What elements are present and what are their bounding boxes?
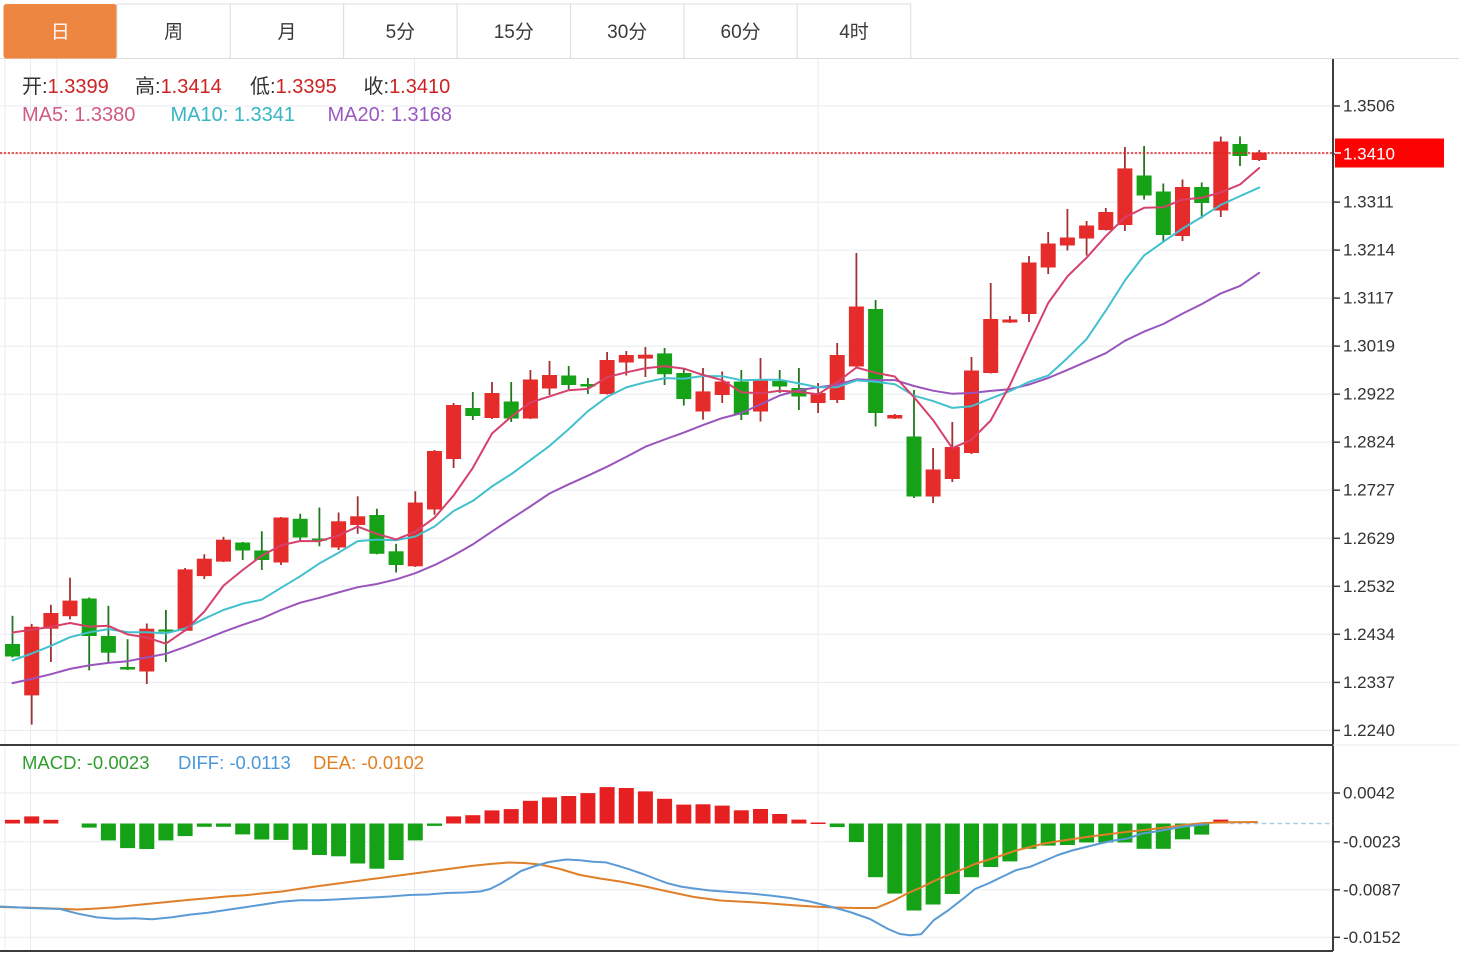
svg-text:DEA: -0.0102: DEA: -0.0102: [313, 752, 424, 773]
svg-text:1.3019: 1.3019: [1343, 337, 1395, 356]
svg-text:30分: 30分: [607, 21, 647, 43]
svg-text:收:1.3410: 收:1.3410: [364, 75, 451, 98]
svg-text:高:1.3414: 高:1.3414: [135, 75, 222, 98]
svg-text:1.3117: 1.3117: [1343, 289, 1394, 308]
svg-text:1.2922: 1.2922: [1343, 385, 1395, 404]
svg-text:1.2434: 1.2434: [1343, 625, 1395, 644]
svg-text:日: 日: [51, 22, 70, 43]
svg-text:1.2727: 1.2727: [1343, 481, 1395, 500]
svg-text:月: 月: [277, 22, 296, 43]
svg-text:周: 周: [164, 22, 183, 43]
svg-text:-0.0152: -0.0152: [1343, 928, 1401, 947]
svg-text:1.2532: 1.2532: [1343, 577, 1395, 596]
svg-text:MACD: -0.0023: MACD: -0.0023: [22, 752, 150, 773]
svg-text:1.2824: 1.2824: [1343, 433, 1395, 452]
svg-text:15分: 15分: [494, 21, 534, 43]
svg-text:-0.0087: -0.0087: [1343, 880, 1401, 899]
svg-text:1.3506: 1.3506: [1343, 97, 1395, 116]
svg-text:DIFF: -0.0113: DIFF: -0.0113: [178, 752, 291, 773]
svg-text:1.2629: 1.2629: [1343, 529, 1395, 548]
svg-text:1.2337: 1.2337: [1343, 673, 1395, 692]
svg-text:1.2240: 1.2240: [1343, 721, 1395, 740]
svg-text:低:1.3395: 低:1.3395: [250, 75, 337, 98]
svg-text:MA20: 1.3168: MA20: 1.3168: [328, 104, 453, 126]
svg-text:4时: 4时: [839, 21, 869, 43]
svg-text:1.3410: 1.3410: [1343, 145, 1395, 164]
svg-text:MA10: 1.3341: MA10: 1.3341: [171, 104, 296, 126]
svg-text:-0.0023: -0.0023: [1343, 832, 1401, 851]
svg-text:5分: 5分: [386, 21, 416, 43]
svg-text:0.0042: 0.0042: [1343, 784, 1395, 803]
svg-text:1.3311: 1.3311: [1343, 193, 1394, 212]
svg-text:MA5: 1.3380: MA5: 1.3380: [22, 104, 135, 126]
svg-text:开:1.3399: 开:1.3399: [22, 76, 109, 98]
svg-text:1.3214: 1.3214: [1343, 241, 1395, 260]
svg-text:60分: 60分: [721, 21, 761, 43]
